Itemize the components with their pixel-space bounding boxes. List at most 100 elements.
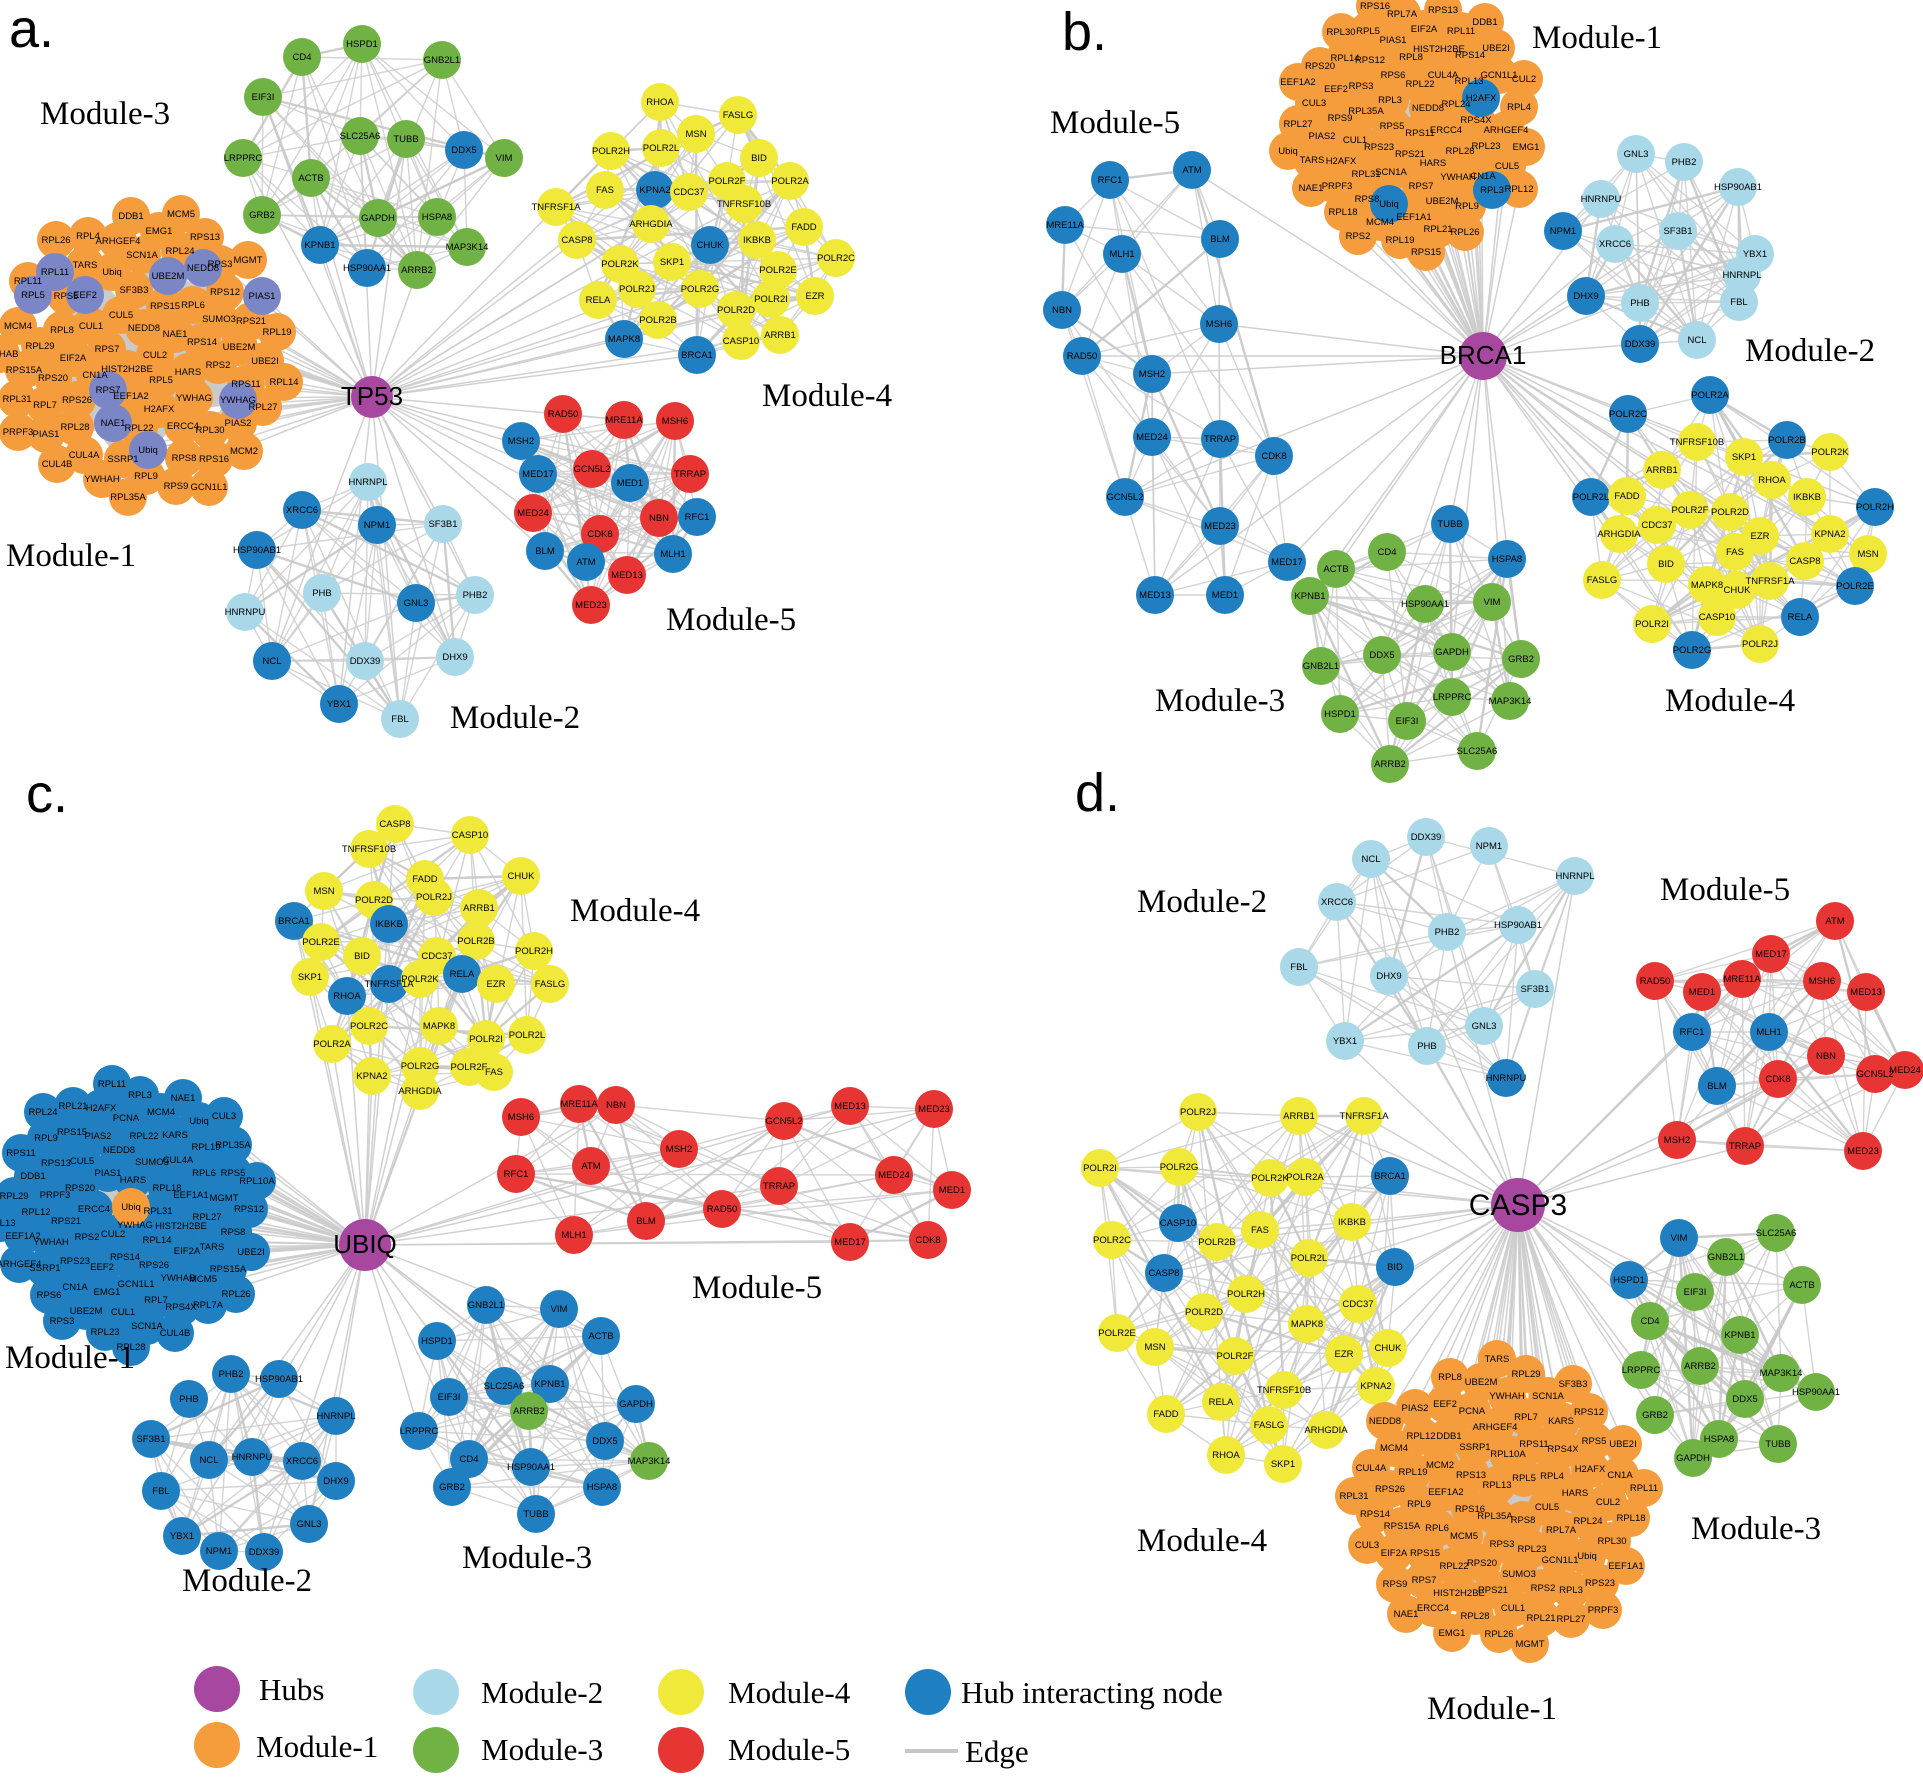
svg-text:HSPD1: HSPD1 xyxy=(1324,709,1356,720)
svg-text:GNL3: GNL3 xyxy=(1472,1021,1497,1032)
svg-text:MGMT: MGMT xyxy=(233,255,262,266)
svg-text:TNFRSF10B: TNFRSF10B xyxy=(1670,437,1724,448)
svg-text:RPL19: RPL19 xyxy=(262,327,291,338)
svg-text:RELA: RELA xyxy=(1788,612,1813,623)
svg-text:PIAS1: PIAS1 xyxy=(1380,35,1407,46)
svg-text:FAS: FAS xyxy=(485,1067,503,1078)
svg-text:RPS15: RPS15 xyxy=(150,301,180,312)
svg-text:CUL1: CUL1 xyxy=(1501,1603,1525,1614)
svg-text:RFC1: RFC1 xyxy=(1680,1027,1705,1038)
svg-text:NCL: NCL xyxy=(262,656,281,667)
svg-text:HSPA8: HSPA8 xyxy=(1704,1434,1734,1445)
svg-text:CUL4A: CUL4A xyxy=(1356,1463,1387,1474)
svg-text:SF3B1: SF3B1 xyxy=(1663,226,1692,237)
svg-text:RPL19: RPL19 xyxy=(1385,235,1414,246)
svg-text:POLR2E: POLR2E xyxy=(1098,1328,1136,1339)
svg-text:YWHAH: YWHAH xyxy=(1489,1391,1525,1402)
svg-text:H2AFX: H2AFX xyxy=(1466,93,1497,104)
svg-text:CUL4A: CUL4A xyxy=(69,450,100,461)
svg-text:PHB2: PHB2 xyxy=(219,1369,244,1380)
svg-text:HSP90AA1: HSP90AA1 xyxy=(1792,1387,1840,1398)
svg-text:FADD: FADD xyxy=(791,222,816,233)
svg-text:POLR2I: POLR2I xyxy=(1635,619,1669,630)
svg-text:RPS20: RPS20 xyxy=(1305,61,1335,72)
svg-text:EEF1A2: EEF1A2 xyxy=(1280,77,1315,88)
svg-text:RPL9: RPL9 xyxy=(134,471,158,482)
svg-text:Edge: Edge xyxy=(965,1734,1029,1769)
svg-text:PHB2: PHB2 xyxy=(1435,927,1460,938)
svg-text:POLR2B: POLR2B xyxy=(1198,1237,1236,1248)
svg-text:ERCC4: ERCC4 xyxy=(167,421,199,432)
svg-text:SCN1A: SCN1A xyxy=(126,250,158,261)
svg-text:KPNA2: KPNA2 xyxy=(1814,529,1845,540)
svg-text:RAD50: RAD50 xyxy=(1067,351,1098,362)
svg-text:MGMT: MGMT xyxy=(209,1193,238,1204)
svg-text:POLR2J: POLR2J xyxy=(1180,1107,1216,1118)
svg-text:RPL28: RPL28 xyxy=(1460,1611,1489,1622)
svg-text:RPL31: RPL31 xyxy=(143,1206,172,1217)
svg-text:EEF2: EEF2 xyxy=(1433,1399,1457,1410)
svg-text:RPS13: RPS13 xyxy=(190,232,220,243)
svg-text:MSH2: MSH2 xyxy=(508,436,534,447)
svg-text:BRCA1: BRCA1 xyxy=(1440,340,1527,370)
svg-text:NEDD8: NEDD8 xyxy=(1412,103,1444,114)
svg-text:MED17: MED17 xyxy=(834,1237,866,1248)
svg-text:RELA: RELA xyxy=(450,969,475,980)
svg-text:PRPF3: PRPF3 xyxy=(1588,1605,1619,1616)
svg-text:IKBKB: IKBKB xyxy=(1338,1217,1366,1228)
svg-text:RPS12: RPS12 xyxy=(234,1204,264,1215)
svg-text:BLM: BLM xyxy=(535,546,555,557)
svg-text:LRPPRC: LRPPRC xyxy=(1433,692,1472,703)
svg-text:LRPPRC: LRPPRC xyxy=(400,1426,439,1437)
svg-text:GAPDH: GAPDH xyxy=(361,213,395,224)
svg-text:NPM1: NPM1 xyxy=(1550,226,1576,237)
svg-text:RPL9: RPL9 xyxy=(1455,201,1479,212)
svg-text:NBN: NBN xyxy=(606,1100,626,1111)
svg-text:POLR2D: POLR2D xyxy=(717,305,755,316)
svg-text:RPL4: RPL4 xyxy=(1540,1471,1564,1482)
svg-text:SKP1: SKP1 xyxy=(1271,1459,1295,1470)
svg-text:SUMO3: SUMO3 xyxy=(1502,1569,1536,1580)
svg-text:RPL23: RPL23 xyxy=(1517,1544,1546,1555)
svg-text:ACTB: ACTB xyxy=(588,1331,613,1342)
svg-text:RPL23: RPL23 xyxy=(90,1327,119,1338)
svg-text:Module-5: Module-5 xyxy=(692,1270,822,1306)
svg-text:DDB1: DDB1 xyxy=(118,211,143,222)
svg-text:UBE2I: UBE2I xyxy=(1609,1439,1636,1450)
svg-text:ACTB: ACTB xyxy=(1323,564,1348,575)
svg-text:HARS: HARS xyxy=(175,367,201,378)
svg-text:ARHGDIA: ARHGDIA xyxy=(1597,529,1641,540)
svg-text:UBE2M: UBE2M xyxy=(1426,196,1459,207)
svg-text:RPL11: RPL11 xyxy=(98,1079,126,1090)
svg-text:CUL4A: CUL4A xyxy=(163,1155,194,1166)
svg-text:RPS16: RPS16 xyxy=(1360,1,1390,12)
svg-text:HNRNPU: HNRNPU xyxy=(232,1452,273,1463)
svg-text:TUBB: TUBB xyxy=(1437,519,1462,530)
svg-text:DHX9: DHX9 xyxy=(1573,291,1598,302)
svg-text:RPS14: RPS14 xyxy=(187,337,217,348)
svg-text:MLH1: MLH1 xyxy=(660,549,685,560)
svg-text:RPS3: RPS3 xyxy=(1349,81,1374,92)
svg-text:RPS15A: RPS15A xyxy=(210,1264,247,1275)
svg-text:KPNA2: KPNA2 xyxy=(639,185,670,196)
svg-text:RPL7A: RPL7A xyxy=(193,1300,224,1311)
svg-text:Module-2: Module-2 xyxy=(481,1675,603,1710)
svg-text:MED1: MED1 xyxy=(617,478,643,489)
svg-text:IKBKB: IKBKB xyxy=(743,235,771,246)
svg-text:RPS16: RPS16 xyxy=(1455,1504,1485,1515)
svg-text:CUL2: CUL2 xyxy=(1596,1497,1620,1508)
svg-text:MED17: MED17 xyxy=(522,469,554,480)
svg-text:POLR2J: POLR2J xyxy=(416,892,452,903)
svg-text:GNL3: GNL3 xyxy=(297,1519,322,1530)
svg-text:POLR2F: POLR2F xyxy=(1217,1351,1254,1362)
svg-text:GNL3: GNL3 xyxy=(1624,149,1649,160)
svg-text:EMG1: EMG1 xyxy=(146,226,173,237)
svg-text:H2AFX: H2AFX xyxy=(1326,156,1357,167)
svg-text:RPL35A: RPL35A xyxy=(215,1140,251,1151)
svg-text:MED23: MED23 xyxy=(918,1104,950,1115)
svg-text:RPL31: RPL31 xyxy=(2,394,31,405)
svg-text:RPS8: RPS8 xyxy=(1355,194,1380,205)
svg-text:TARS: TARS xyxy=(73,260,98,271)
svg-text:MED13: MED13 xyxy=(1139,590,1171,601)
svg-text:BLM: BLM xyxy=(1210,234,1230,245)
